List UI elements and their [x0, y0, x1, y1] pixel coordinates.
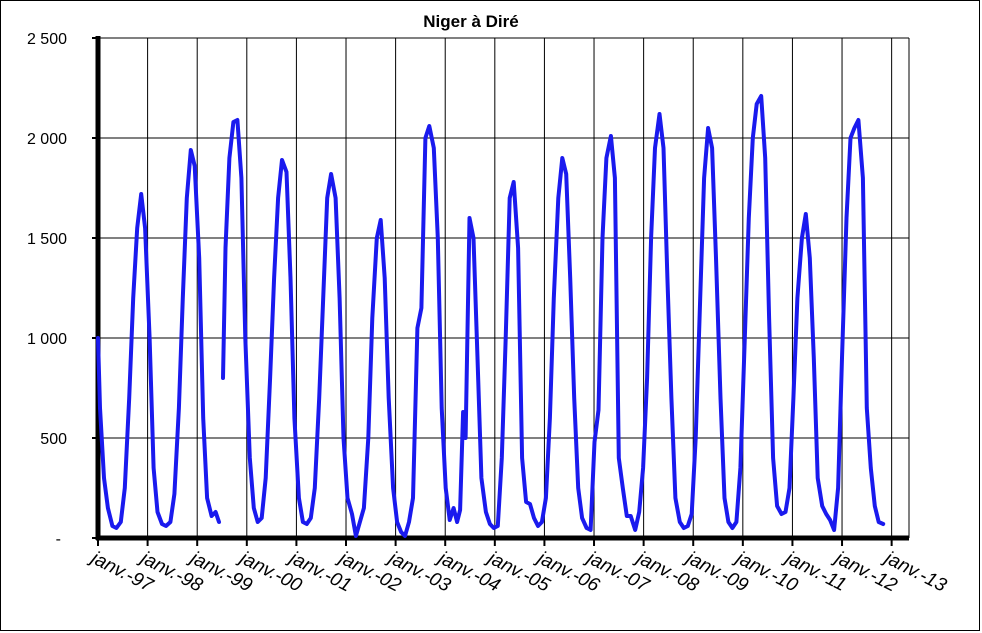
y-tick-label-1: 500: [40, 431, 67, 448]
y-tick-label-0: -: [56, 531, 61, 548]
chart-title: Niger à Diré: [423, 12, 518, 31]
axes: [92, 36, 909, 546]
y-tick-label-4: 2 000: [27, 131, 67, 148]
series-0-line-segment-1: [221, 94, 886, 538]
x-tick-labels: janv.-97janv.-98janv.-99janv.-00janv.-01…: [85, 546, 950, 597]
y-tick-label-2: 1 000: [27, 331, 67, 348]
y-tick-label-5: 2 500: [27, 31, 67, 48]
series-lines: [96, 94, 886, 538]
y-tick-labels: - 500 1 000 1 500 2 000 2 500: [27, 31, 67, 548]
series-0-line-segment-0: [96, 148, 221, 530]
y-tick-label-3: 1 500: [27, 231, 67, 248]
